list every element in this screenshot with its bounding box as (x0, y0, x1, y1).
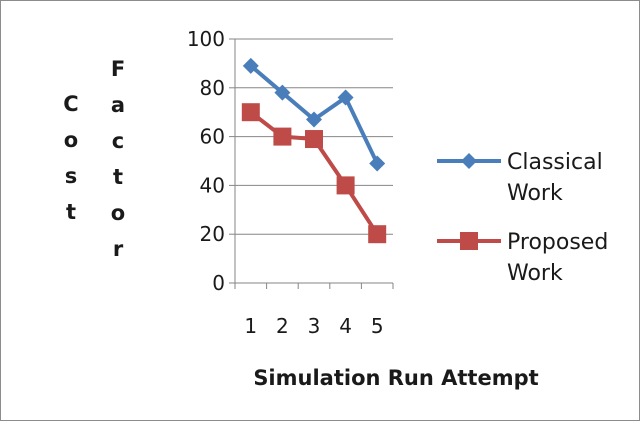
y-axis-title-letter: a (111, 93, 125, 117)
y-axis-title-letter: t (66, 200, 76, 224)
y-tick-label: 60 (200, 125, 225, 149)
legend-entry-2: Proposed Work (437, 230, 608, 286)
x-tick-label: 2 (276, 314, 289, 338)
y-axis-title-letter: s (65, 164, 78, 188)
legend: Classical Work Proposed Work (437, 150, 608, 286)
y-axis-title-letter: F (111, 57, 125, 81)
series-layer (241, 57, 387, 244)
y-axis-title-letter: o (64, 128, 78, 152)
legend-label: Proposed (507, 230, 608, 255)
y-tick-label: 0 (212, 271, 225, 295)
data-point (306, 111, 322, 128)
legend-marker (461, 153, 477, 169)
y-axis-title-letter: o (111, 201, 125, 225)
y-axis-title-letter: t (113, 165, 123, 189)
axes (229, 38, 394, 289)
x-tick-label: 1 (244, 314, 257, 338)
legend-label: Work (507, 181, 563, 206)
data-point (337, 89, 354, 106)
series-1 (242, 57, 386, 172)
x-tick-label: 3 (308, 314, 321, 338)
x-tick-label: 4 (339, 314, 352, 338)
data-point (368, 225, 387, 244)
data-point (305, 130, 323, 149)
y-tick-labels: 0 20 40 60 80 100 (187, 27, 225, 295)
data-point (369, 155, 386, 172)
y-tick-label: 20 (200, 222, 225, 246)
y-axis-title-letter: C (63, 92, 78, 116)
data-point (273, 127, 292, 146)
y-axis-title-letter: c (112, 129, 124, 153)
y-tick-label: 40 (200, 173, 225, 197)
y-axis-title-letter: r (113, 237, 124, 261)
y-tick-label: 80 (200, 76, 225, 100)
series-2 (241, 103, 387, 244)
legend-marker (460, 232, 478, 250)
y-tick-label: 100 (187, 27, 225, 51)
x-axis-title: Simulation Run Attempt (253, 366, 538, 390)
data-point (241, 103, 260, 122)
data-point (274, 84, 291, 101)
legend-entry-1: Classical Work (437, 150, 603, 206)
legend-label: Classical (507, 150, 603, 175)
legend-label: Work (507, 261, 563, 286)
data-point (336, 176, 355, 195)
x-tick-label: 5 (371, 314, 384, 338)
data-point (242, 57, 259, 74)
